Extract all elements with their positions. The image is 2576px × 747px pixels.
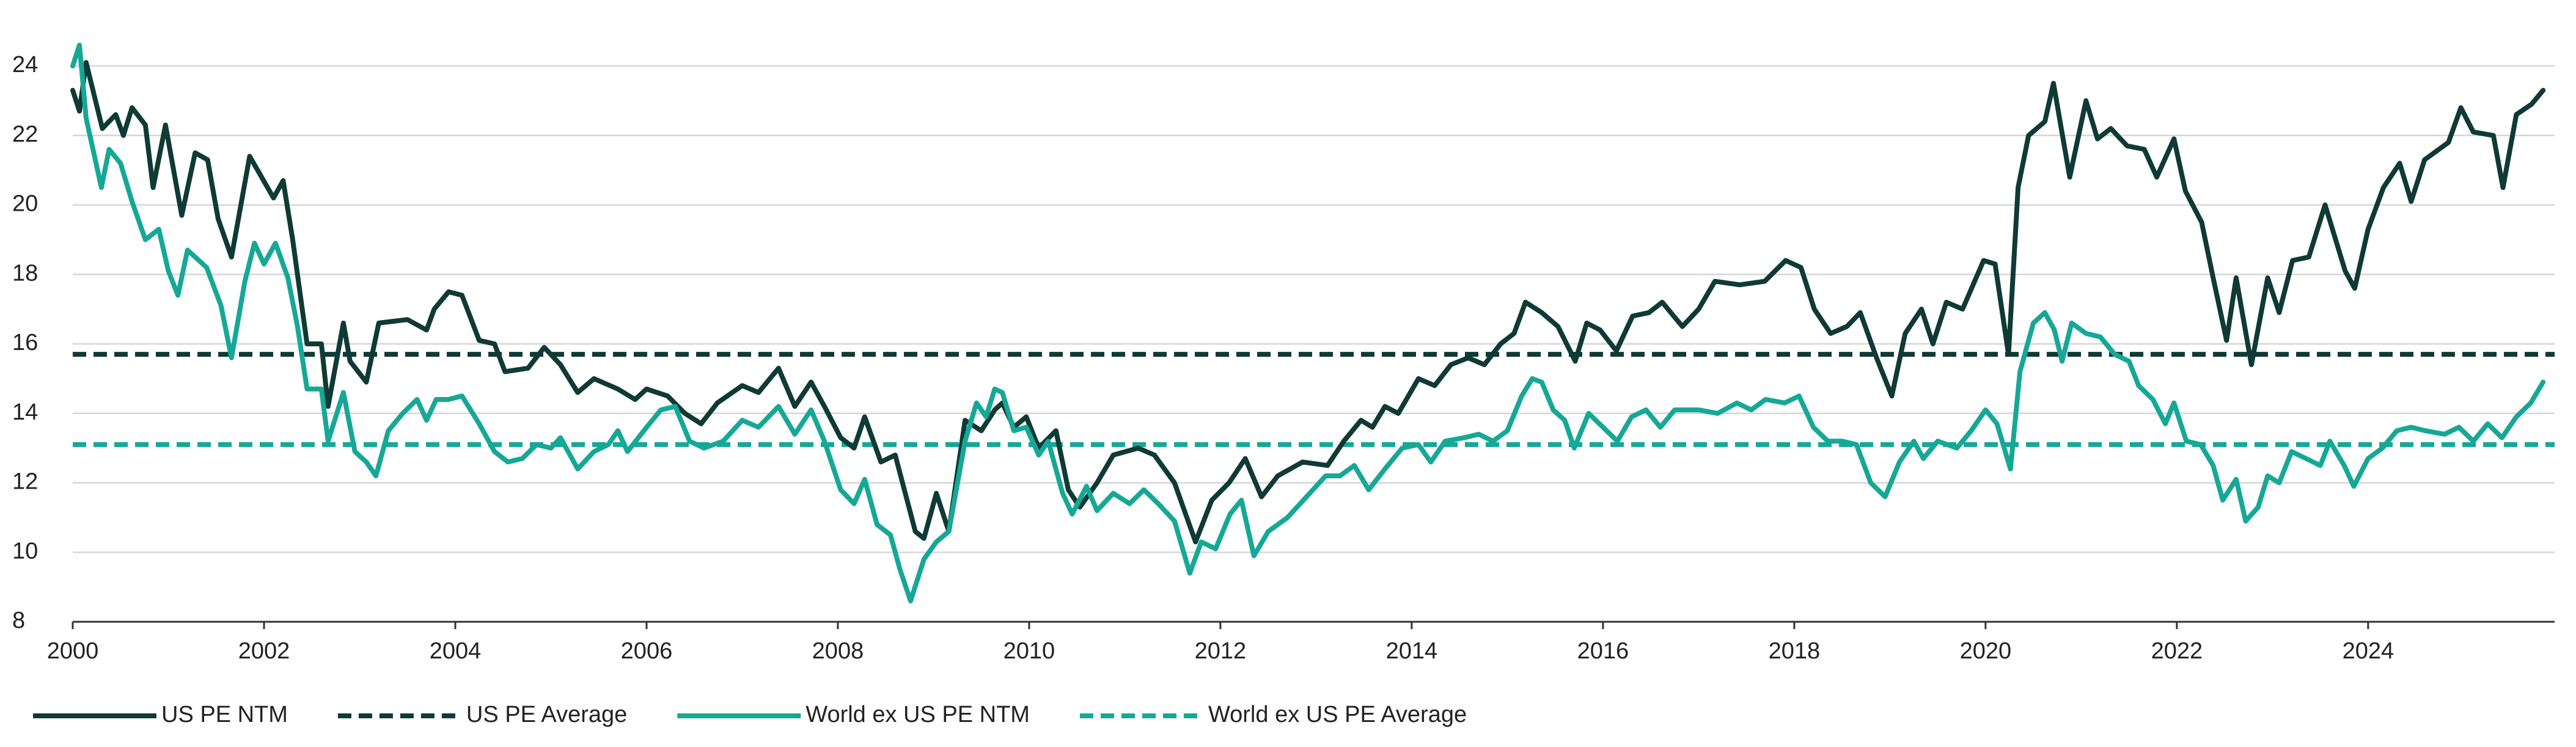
x-tick-label: 2000	[47, 638, 99, 664]
x-tick-label: 2010	[1004, 638, 1055, 664]
x-tick-label: 2016	[1577, 638, 1629, 664]
series-line	[70, 42, 2546, 603]
y-tick-label: 8	[12, 608, 25, 633]
legend-item: World ex US PE NTM	[677, 702, 1030, 727]
x-tick-label: 2002	[238, 638, 290, 664]
x-tick-label: 2004	[430, 638, 482, 664]
legend-item: US PE Average	[337, 702, 627, 727]
x-tick-label: 2022	[2151, 638, 2203, 664]
y-tick-label: 12	[12, 469, 38, 495]
x-tick-label: 2024	[2343, 638, 2394, 664]
legend-item: World ex US PE Average	[1079, 702, 1467, 727]
legend-label: US PE NTM	[161, 702, 288, 727]
y-tick-label: 16	[12, 330, 38, 355]
y-tick-label: 10	[12, 538, 38, 564]
x-tick-label: 2012	[1195, 638, 1247, 664]
legend-item: US PE NTM	[33, 702, 288, 727]
y-tick-label: 24	[12, 52, 38, 78]
y-tick-label: 14	[12, 399, 38, 425]
y-tick-label: 20	[12, 191, 38, 217]
legend-label: World ex US PE NTM	[805, 702, 1030, 727]
legend-label: World ex US PE Average	[1208, 702, 1467, 727]
x-tick-label: 2006	[621, 638, 673, 664]
y-tick-label: 18	[12, 260, 38, 286]
x-tick-label: 2020	[1960, 638, 2012, 664]
x-tick-label: 2018	[1769, 638, 1821, 664]
y-tick-label: 22	[12, 122, 38, 147]
legend-label: US PE Average	[466, 702, 627, 727]
series-line	[70, 60, 2546, 545]
x-tick-label: 2008	[812, 638, 864, 664]
x-tick-label: 2014	[1386, 638, 1438, 664]
